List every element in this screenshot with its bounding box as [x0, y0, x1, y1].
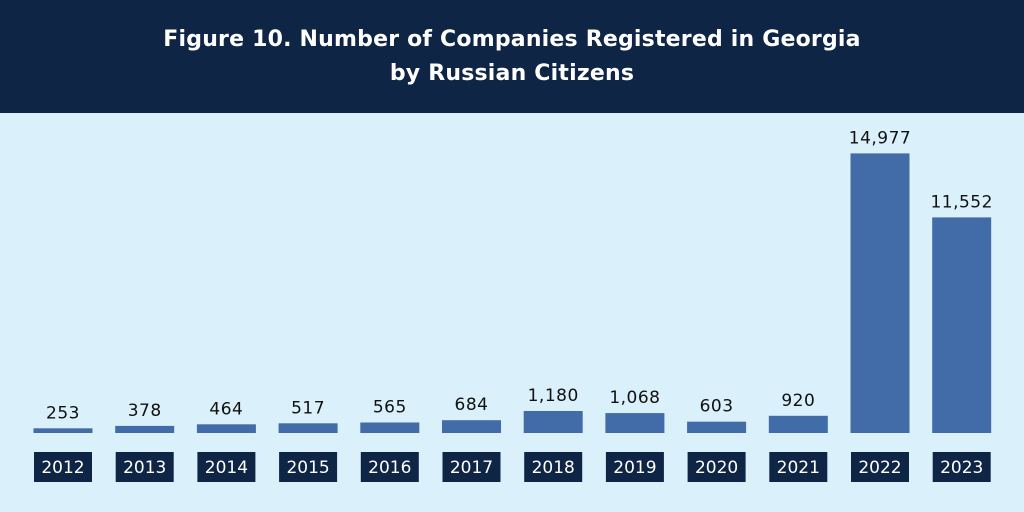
category-label-2019: 2019 [613, 458, 656, 478]
bar-2020 [687, 421, 747, 433]
category-box-2017 [442, 452, 501, 482]
category-label-2013: 2013 [123, 458, 166, 478]
value-label-2015: 517 [291, 398, 325, 418]
bar-chart: 253 2012 378 2013 464 2014 517 2015 565 2016 684 20… [33, 128, 992, 482]
category-box-2013 [115, 452, 174, 482]
value-label-2014: 464 [209, 399, 243, 419]
category-box-2015 [279, 452, 338, 482]
category-box-2019 [605, 452, 664, 482]
category-box-2021 [769, 452, 828, 482]
value-label-2020: 603 [700, 397, 734, 417]
value-label-2017: 684 [455, 395, 489, 415]
category-box-2018 [524, 452, 583, 482]
bar-2014 [196, 424, 256, 433]
value-label-2018: 1,180 [528, 386, 579, 406]
bar-2015 [278, 423, 338, 433]
bar-2019 [605, 413, 665, 433]
bar-2013 [115, 425, 175, 433]
chart-plot-area: 253 2012 378 2013 464 2014 517 2015 565 2016 684 20… [0, 113, 1024, 512]
value-label-2021: 920 [781, 391, 815, 411]
category-label-2021: 2021 [777, 458, 820, 478]
bar-2017 [442, 420, 501, 433]
value-label-2019: 1,068 [609, 388, 660, 408]
bar-2016 [360, 422, 420, 433]
chart-title-line-2: by Russian Citizens [389, 60, 635, 86]
category-box-2022 [851, 452, 909, 482]
value-label-2023: 11,552 [930, 192, 992, 212]
category-label-2014: 2014 [205, 458, 248, 478]
category-box-2012 [34, 452, 92, 482]
value-label-2013: 378 [128, 401, 162, 421]
chart-title-banner: Figure 10. Number of Companies Registere… [0, 0, 1024, 113]
bar-2021 [768, 415, 828, 433]
category-label-2012: 2012 [41, 458, 84, 478]
category-label-2020: 2020 [695, 458, 738, 478]
bar-2022 [850, 153, 910, 433]
bar-2012 [33, 428, 93, 433]
category-box-2023 [932, 452, 991, 482]
category-box-2014 [197, 452, 256, 482]
bar-2023 [932, 217, 992, 433]
category-label-2016: 2016 [368, 458, 411, 478]
category-label-2022: 2022 [858, 458, 901, 478]
category-box-2016 [360, 452, 419, 482]
chart-title-line-1: Figure 10. Number of Companies Registere… [163, 26, 861, 52]
category-label-2015: 2015 [286, 458, 329, 478]
value-label-2022: 14,977 [849, 128, 911, 148]
category-label-2017: 2017 [450, 458, 493, 478]
value-label-2016: 565 [373, 398, 407, 418]
bar-2018 [523, 411, 583, 433]
category-box-2020 [687, 452, 746, 482]
category-label-2023: 2023 [940, 458, 983, 478]
category-label-2018: 2018 [532, 458, 575, 478]
value-label-2012: 253 [46, 403, 80, 423]
